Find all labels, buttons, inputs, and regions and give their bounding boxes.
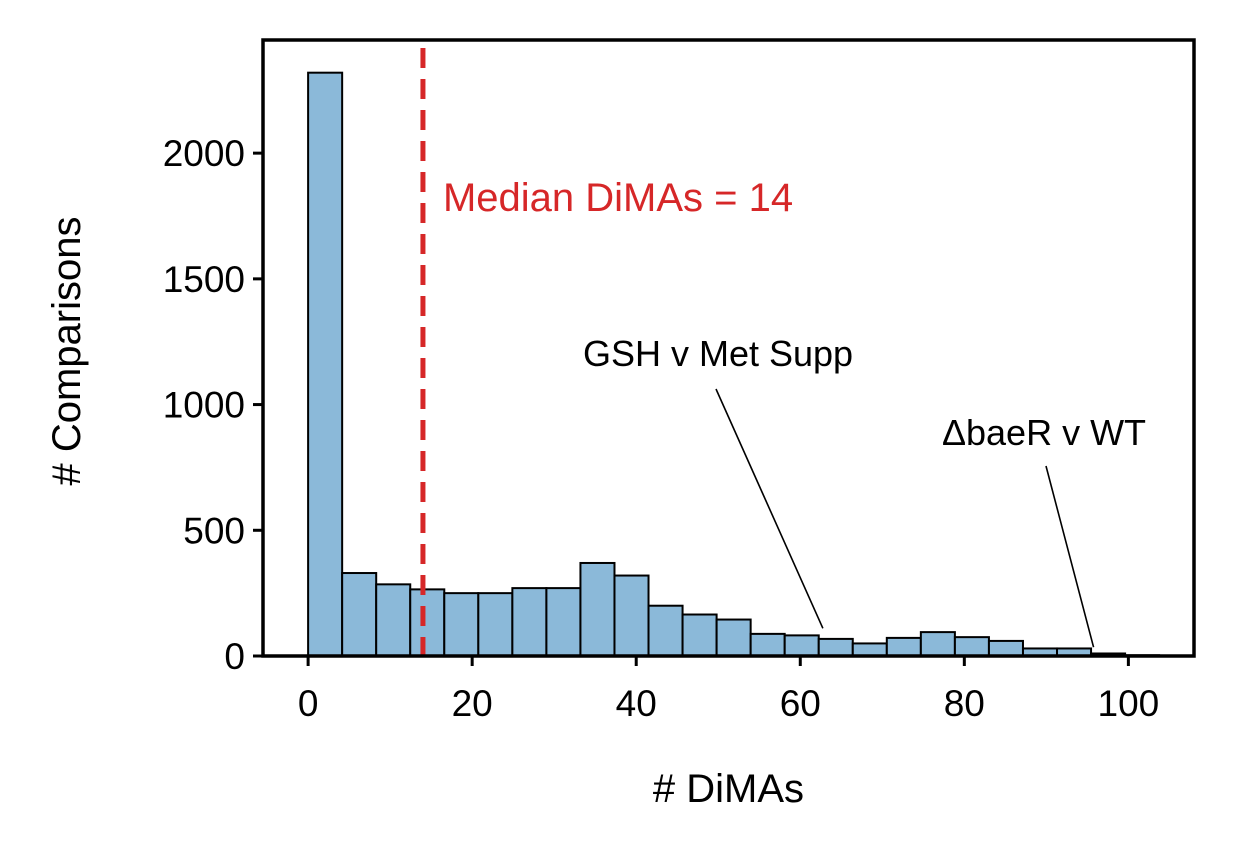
y-tick-label: 1000 <box>163 385 245 426</box>
y-tick-label: 500 <box>183 510 245 551</box>
y-tick-label: 1500 <box>163 259 245 300</box>
histogram-bar-19 <box>953 636 990 658</box>
x-tick-label: 60 <box>780 683 821 724</box>
x-axis-title: # DiMAs <box>653 767 804 811</box>
bars-layer <box>307 71 1161 658</box>
plot-frame <box>261 38 1196 658</box>
histogram-bar-10 <box>647 604 684 658</box>
y-tick-label: 0 <box>224 636 245 677</box>
histogram-bar-1 <box>341 572 378 657</box>
annotation-arrow-1 <box>1045 465 1095 648</box>
histogram-bar-5 <box>477 592 514 658</box>
histogram-bar-4 <box>443 592 480 658</box>
x-axis: 0 20 40 60 80 100 <box>298 656 1159 724</box>
histogram-bar-12 <box>715 618 752 657</box>
histogram-bar-11 <box>681 613 718 657</box>
histogram-bar-0 <box>307 71 344 657</box>
histogram-bar-9 <box>613 574 650 657</box>
median-label: Median DiMAs = 14 <box>443 176 793 220</box>
histogram-bar-2 <box>375 583 412 657</box>
x-tick-label: 80 <box>944 683 985 724</box>
histogram-bar-7 <box>545 587 582 657</box>
histogram-bar-13 <box>749 632 786 657</box>
histogram-bar-18 <box>919 631 956 657</box>
y-axis: 0 500 1000 1500 2000 <box>163 133 263 677</box>
histogram-bar-15 <box>817 637 854 657</box>
x-tick-label: 40 <box>616 683 657 724</box>
histogram-bar-3 <box>409 588 446 657</box>
histogram-bar-20 <box>987 639 1024 658</box>
x-tick-label: 100 <box>1098 683 1160 724</box>
x-tick-label: 0 <box>298 683 319 724</box>
histogram-bar-8 <box>579 561 616 658</box>
histogram-bar-16 <box>851 642 888 658</box>
annotation-label-1: ΔbaeR v WT <box>942 412 1146 453</box>
annotation-arrow-0 <box>715 388 824 629</box>
x-tick-label: 20 <box>452 683 493 724</box>
y-axis-title: # Comparisons <box>45 216 89 485</box>
y-tick-label: 2000 <box>163 133 245 174</box>
annotations-layer: GSH v Met Supp ΔbaeR v WT <box>583 333 1146 648</box>
histogram-bar-14 <box>783 634 820 658</box>
histogram-bar-17 <box>885 636 922 658</box>
annotation-label-0: GSH v Met Supp <box>583 333 853 374</box>
histogram-bar-6 <box>511 587 548 657</box>
